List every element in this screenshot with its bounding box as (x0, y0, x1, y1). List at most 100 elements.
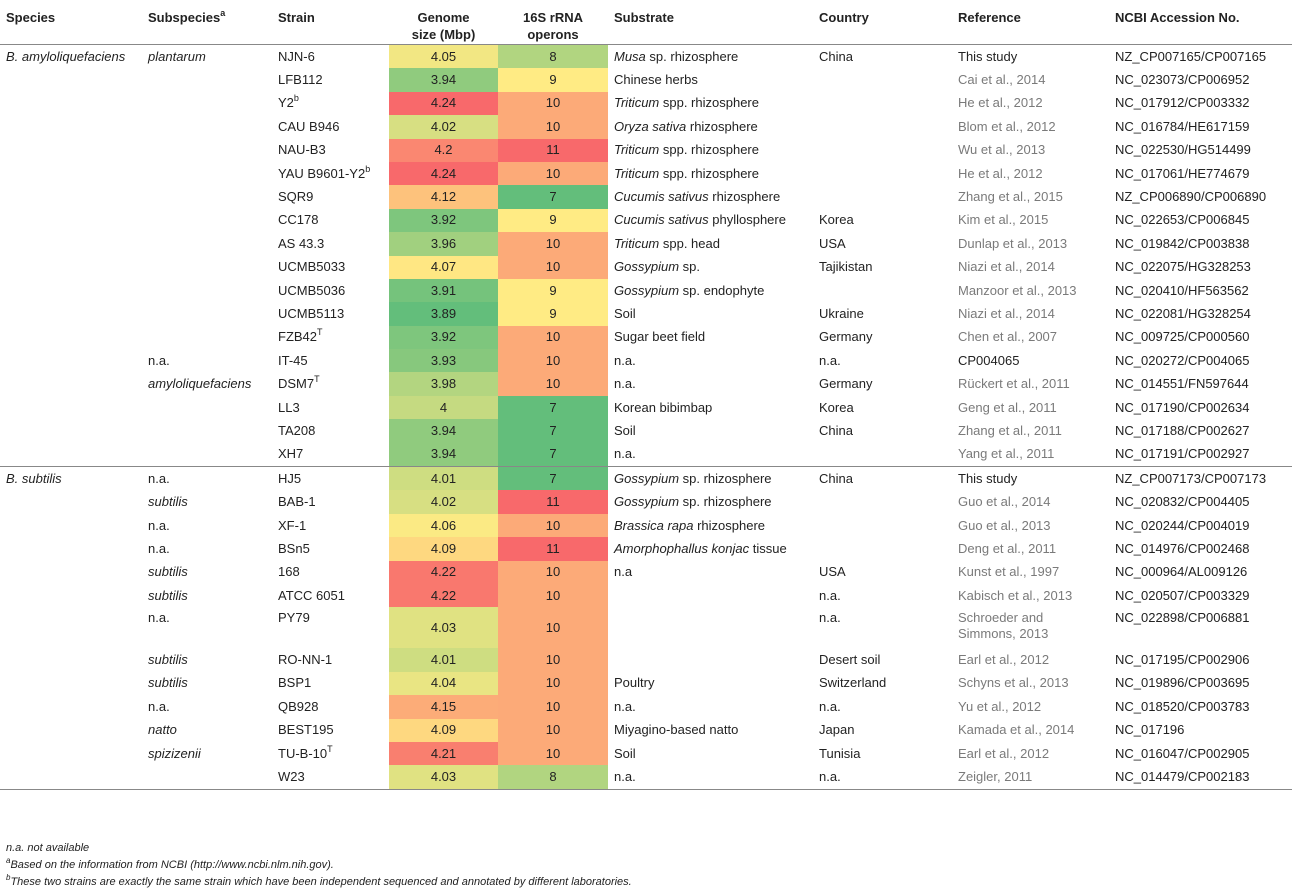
cell-country: n.a. (819, 610, 841, 626)
cell-country: Korea (819, 399, 854, 415)
strain-name: NAU-B3 (278, 142, 326, 158)
cell-ncbi-accession: NC_020410/HF563562 (1115, 282, 1249, 298)
header-species: Species (0, 0, 142, 45)
cell-ncbi-accession: NC_017191/CP002927 (1115, 446, 1250, 462)
cell-species (0, 607, 142, 648)
table-row: UCMB5033 4.07 10 Gossypium sp. Tajikistan Nia… (0, 255, 1292, 279)
strain-name: PY79 (278, 610, 310, 626)
cell-strain: TA208 (272, 419, 389, 442)
cell-country (813, 537, 952, 560)
cell-strain: YAU B9601-Y2b (272, 162, 389, 185)
table-row: subtilis RO-NN-1 4.01 10 Desert soil Earl et … (0, 648, 1292, 672)
cell-subspecies (142, 139, 272, 162)
cell-rrna-operons: 10 (498, 115, 608, 139)
cell-reference: Kunst et al., 1997 (958, 564, 1060, 580)
cell-genome-size: 3.89 (389, 302, 498, 326)
cell-substrate: Gossypium sp. rhizosphere (608, 490, 813, 513)
substrate-text: Miyagino-based natto (614, 722, 739, 738)
cell-ncbi-accession: NC_020832/CP004405 (1115, 494, 1250, 510)
cell-ncbi-accession: NC_017188/CP002627 (1115, 422, 1250, 438)
cell-ncbi-accession: NC_017061/HE774679 (1115, 165, 1250, 181)
cell-reference: He et al., 2012 (958, 95, 1043, 111)
strain-name: XF-1 (278, 517, 307, 533)
cell-rrna-operons: 9 (498, 208, 608, 233)
cell-ncbi-accession: NC_014479/CP002183 (1109, 765, 1292, 790)
strain-name: QB928 (278, 698, 319, 714)
cell-reference: Earl et al., 2012 (958, 652, 1050, 668)
cell-subspecies (142, 209, 272, 232)
table-row: XH7 3.94 7 n.a. Yang et al., 2011 NC_017191/C… (0, 442, 1292, 467)
cell-subspecies: natto (148, 722, 177, 738)
cell-strain: UCMB5033 (272, 256, 389, 279)
cell-ncbi-accession: NC_022653/CP006845 (1115, 212, 1250, 228)
table-row: NAU-B3 4.2 11 Triticum spp. rhizosphere Wu e… (0, 138, 1292, 162)
cell-rrna-operons: 10 (498, 325, 608, 350)
substrate-taxon: Gossypium (614, 259, 680, 275)
strain-name: CC178 (278, 212, 319, 228)
cell-subspecies: n.a. (148, 540, 170, 556)
cell-strain: 168 (272, 561, 389, 584)
cell-strain: LFB112 (272, 68, 389, 91)
table-row: AS 43.3 3.96 10 Triticum spp. head USA Dunlap… (0, 232, 1292, 256)
cell-reference: Blom et al., 2012 (958, 118, 1056, 134)
strain-name: HJ5 (278, 470, 302, 486)
cell-rrna-operons: 9 (498, 68, 608, 92)
cell-substrate: n.a. (608, 372, 813, 395)
strain-name: YAU B9601-Y2 (278, 165, 366, 181)
strain-superscript: T (317, 327, 323, 338)
cell-rrna-operons: 10 (498, 607, 608, 649)
cell-ncbi-accession: NC_018520/CP003783 (1115, 698, 1250, 714)
cell-ncbi-accession: NC_020507/CP003329 (1115, 587, 1250, 603)
cell-ncbi-accession: NC_017196 (1115, 722, 1185, 738)
cell-country: Switzerland (819, 675, 887, 691)
cell-ncbi-accession: NZ_CP006890/CP006890 (1115, 189, 1267, 205)
table-row: B. amyloliquefaciens plantarum NJN-6 4.05 8 M… (0, 44, 1292, 69)
cell-ncbi-accession: NC_000964/AL009126 (1115, 564, 1248, 580)
cell-country: n.a. (819, 587, 841, 603)
strain-name: SQR9 (278, 189, 314, 205)
header-strain: Strain (272, 0, 389, 45)
table-row: subtilis BAB-1 4.02 11 Gossypium sp. rhizosp… (0, 490, 1292, 514)
cell-reference: Earl et al., 2012 (958, 745, 1050, 761)
cell-ncbi-accession: NC_023073/CP006952 (1115, 72, 1250, 88)
cell-reference: Chen et al., 2007 (958, 329, 1058, 345)
table-row: subtilis 168 4.22 10 n.a USA Kunst et al., 199… (0, 560, 1292, 584)
cell-strain: FZB42T (272, 326, 389, 349)
strain-name: RO-NN-1 (278, 652, 333, 668)
cell-country (813, 162, 952, 185)
cell-reference: Yu et al., 2012 (958, 698, 1042, 714)
cell-country: Korea (819, 212, 854, 228)
cell-genome-size: 4.01 (389, 466, 498, 491)
cell-country (813, 443, 952, 467)
header-reference: Reference (952, 0, 1109, 45)
cell-substrate: Korean bibimbap (608, 396, 813, 419)
cell-rrna-operons: 11 (498, 490, 608, 514)
cell-substrate: n.a. (608, 695, 813, 718)
cell-country: n.a. (819, 698, 841, 714)
cell-country: China (819, 422, 853, 438)
cell-substrate: Sugar beet field (608, 326, 813, 349)
cell-substrate: Soil (608, 302, 813, 325)
cell-species (0, 68, 142, 91)
cell-ncbi-accession: NC_022898/CP006881 (1115, 610, 1250, 626)
cell-genome-size: 4.04 (389, 671, 498, 696)
cell-country: Japan (819, 722, 855, 738)
substrate-taxon: Brassica rapa (614, 517, 694, 533)
substrate-text: Chinese herbs (614, 72, 698, 88)
cell-subspecies: spizizenii (148, 745, 201, 761)
cell-subspecies (142, 162, 272, 185)
table-row: UCMB5036 3.91 9 Gossypium sp. endophyte Manz… (0, 278, 1292, 303)
strain-name: AS 43.3 (278, 235, 325, 251)
strain-name: 168 (278, 564, 300, 580)
cell-ncbi-accession: NC_022530/HG514499 (1115, 142, 1251, 158)
cell-subspecies: subtilis (148, 587, 188, 603)
cell-strain: UCMB5113 (272, 302, 389, 325)
cell-species (0, 561, 142, 584)
cell-strain: QB928 (272, 695, 389, 718)
cell-reference: Zeigler, 2011 (952, 765, 1109, 790)
cell-genome-size: 4.21 (389, 741, 498, 766)
header-country: Country (813, 0, 952, 45)
cell-rrna-operons: 10 (498, 695, 608, 719)
strain-name: IT-45 (278, 352, 308, 368)
cell-subspecies (142, 443, 272, 467)
